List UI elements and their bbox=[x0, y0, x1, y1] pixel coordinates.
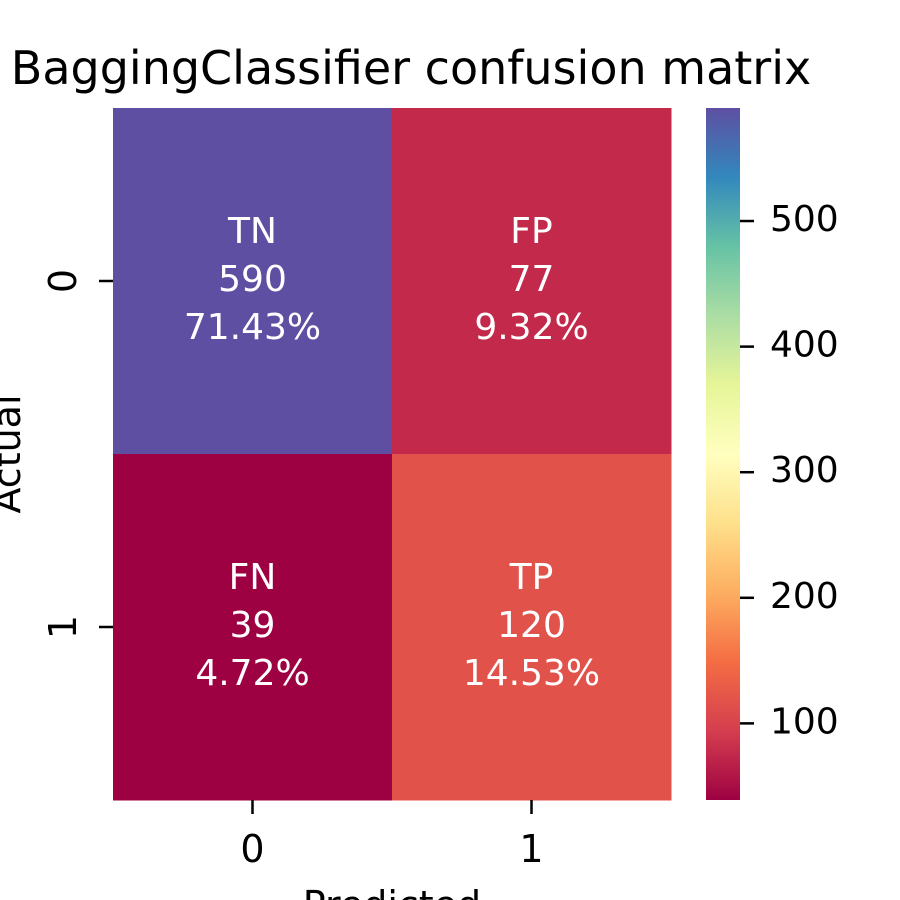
chart-title: BaggingClassifier confusion matrix bbox=[11, 41, 811, 95]
cell-percent-text: 14.53% bbox=[463, 653, 600, 694]
heatmap-cell-fn bbox=[113, 454, 393, 801]
cell-label-text: TP bbox=[509, 557, 554, 598]
cell-label-text: TN bbox=[227, 211, 277, 252]
y-axis: 01 bbox=[41, 269, 113, 639]
cell-count-text: 39 bbox=[230, 605, 276, 646]
cell-label-text: FN bbox=[229, 557, 277, 598]
cell-percent-text: 9.32% bbox=[474, 307, 588, 348]
x-axis-label: Predicted bbox=[303, 883, 481, 900]
cell-count-text: 120 bbox=[497, 605, 566, 646]
y-tick-label: 0 bbox=[41, 269, 85, 293]
heatmap-cells: TN 590 71.43% FP 77 9.32% FN 39 4.72% TP 120 14.53% bbox=[113, 108, 672, 801]
heatmap-cell-tp bbox=[392, 454, 672, 801]
colorbar-tick-label: 100 bbox=[770, 701, 839, 742]
cell-count-text: 77 bbox=[509, 259, 555, 300]
colorbar-tick-label: 300 bbox=[770, 450, 839, 491]
colorbar-ticks: 100 200 300 400 500 bbox=[740, 199, 839, 742]
cell-percent-text: 71.43% bbox=[184, 307, 321, 348]
x-tick-label: 0 bbox=[240, 827, 264, 871]
cell-count-text: 590 bbox=[218, 259, 287, 300]
y-tick-label: 1 bbox=[41, 615, 85, 639]
colorbar-tick-label: 200 bbox=[770, 576, 839, 617]
y-axis-label: Actual bbox=[0, 394, 29, 513]
heatmap-cell-tn bbox=[113, 108, 393, 455]
heatmap-cell-fp bbox=[392, 108, 672, 455]
cell-label-text: FP bbox=[510, 211, 552, 252]
colorbar-tick-label: 500 bbox=[770, 199, 839, 240]
colorbar bbox=[706, 108, 740, 800]
cell-percent-text: 4.72% bbox=[195, 653, 309, 694]
x-tick-label: 1 bbox=[519, 827, 543, 871]
colorbar-tick-label: 400 bbox=[770, 325, 839, 366]
